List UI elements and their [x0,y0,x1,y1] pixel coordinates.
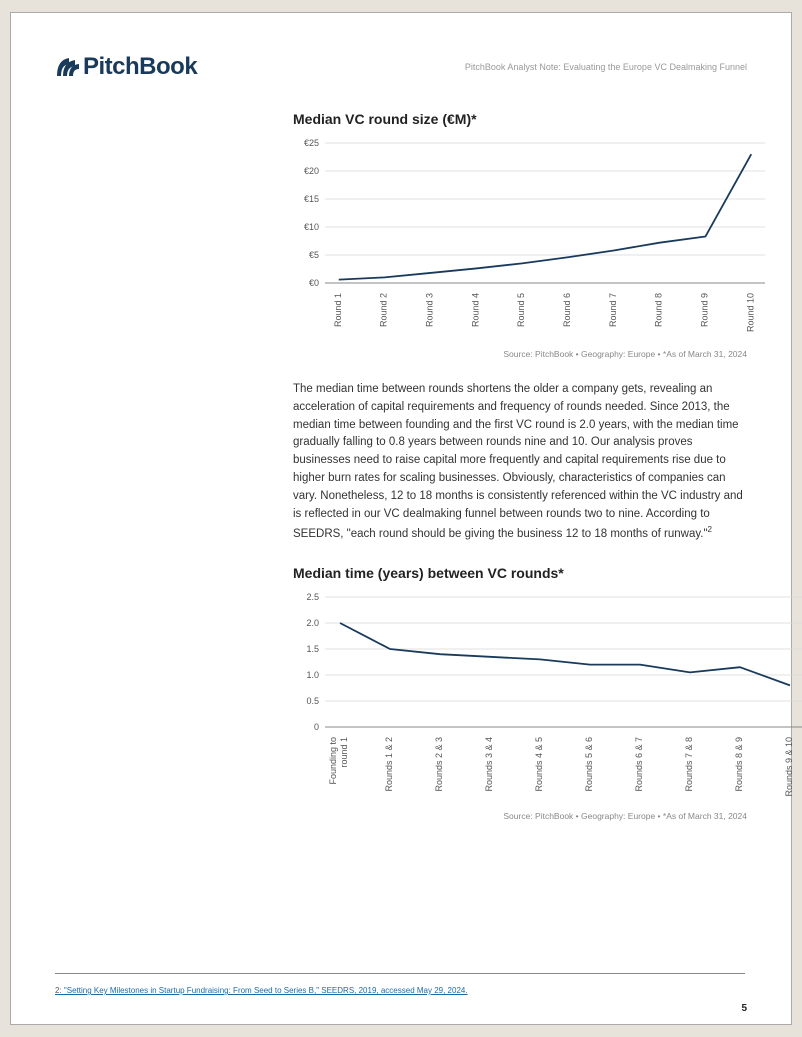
footnote-line: 2: "Setting Key Milestones in Startup Fu… [55,980,747,998]
chart2-line-chart: 0 0.5 1.0 1.5 2.0 2.5 Founding toround 1 Rounds… [293,591,802,805]
svg-text:1.0: 1.0 [306,670,319,680]
chart2-container: 0 0.5 1.0 1.5 2.0 2.5 Founding toround 1 Rounds… [293,591,783,805]
svg-text:€0: €0 [309,278,319,288]
svg-text:Founding to: Founding to [328,737,338,785]
svg-text:Rounds 7 & 8: Rounds 7 & 8 [684,737,694,792]
svg-text:Round 10: Round 10 [745,293,755,332]
chart2-source: Source: PitchBook • Geography: Europe • … [293,811,747,821]
svg-text:€5: €5 [309,250,319,260]
footnote-prefix: 2: [55,986,64,995]
svg-text:€25: €25 [304,138,319,148]
svg-text:€10: €10 [304,222,319,232]
svg-text:Rounds 5 & 6: Rounds 5 & 6 [584,737,594,792]
chart1-title: Median VC round size (€M)* [293,111,747,127]
document-page: PitchBook PitchBook Analyst Note: Evalua… [10,12,792,1025]
svg-text:Rounds 1 & 2: Rounds 1 & 2 [384,737,394,792]
svg-text:1.5: 1.5 [306,644,319,654]
svg-text:round 1: round 1 [339,737,349,768]
svg-text:Rounds 8 & 9: Rounds 8 & 9 [734,737,744,792]
body-paragraph-text: The median time between rounds shortens … [293,383,743,539]
svg-text:Round 8: Round 8 [654,293,664,327]
svg-text:Rounds 2 & 3: Rounds 2 & 3 [434,737,444,792]
footnote-text[interactable]: "Setting Key Milestones in Startup Fundr… [64,986,468,995]
chart1-source: Source: PitchBook • Geography: Europe • … [293,349,747,359]
svg-text:2.5: 2.5 [306,592,319,602]
svg-text:0.5: 0.5 [306,696,319,706]
pitchbook-logo-text: PitchBook [83,53,197,81]
body-paragraph: The median time between rounds shortens … [293,381,747,543]
pitchbook-logo: PitchBook [55,53,197,81]
svg-text:Round 9: Round 9 [699,293,709,327]
svg-text:Round 4: Round 4 [470,293,480,327]
svg-text:Round 6: Round 6 [562,293,572,327]
svg-text:0: 0 [314,722,319,732]
pitchbook-logo-icon [55,54,81,80]
footnote-rule [55,973,745,974]
main-content-column: Median VC round size (€M)* €0 €5 €10 €15 €20… [293,111,747,543]
chart1-line-chart: €0 €5 €10 €15 €20 €25 Round 1 Round 2 Round 3 Rou… [293,137,771,343]
svg-text:Round 3: Round 3 [424,293,434,327]
svg-text:Rounds 4 & 5: Rounds 4 & 5 [534,737,544,792]
svg-text:Round 1: Round 1 [333,293,343,327]
page-number: 5 [741,1003,747,1014]
chart1-container: €0 €5 €10 €15 €20 €25 Round 1 Round 2 Round 3 Rou… [293,137,747,343]
chart2-title: Median time (years) between VC rounds* [293,565,783,581]
footnote-ref-2: 2 [708,525,712,534]
svg-text:2.0: 2.0 [306,618,319,628]
page-header: PitchBook PitchBook Analyst Note: Evalua… [55,53,747,81]
svg-text:Round 7: Round 7 [608,293,618,327]
svg-text:Rounds 3 & 4: Rounds 3 & 4 [484,737,494,792]
svg-text:Round 2: Round 2 [379,293,389,327]
chart2-block: Median time (years) between VC rounds* 0… [293,565,783,821]
page-footer: 2: "Setting Key Milestones in Startup Fu… [55,973,747,998]
header-note: PitchBook Analyst Note: Evaluating the E… [465,62,747,72]
svg-text:Rounds 9 & 10: Rounds 9 & 10 [784,737,794,797]
svg-text:€15: €15 [304,194,319,204]
svg-text:Round 5: Round 5 [516,293,526,327]
svg-text:€20: €20 [304,166,319,176]
svg-text:Rounds 6 & 7: Rounds 6 & 7 [634,737,644,792]
